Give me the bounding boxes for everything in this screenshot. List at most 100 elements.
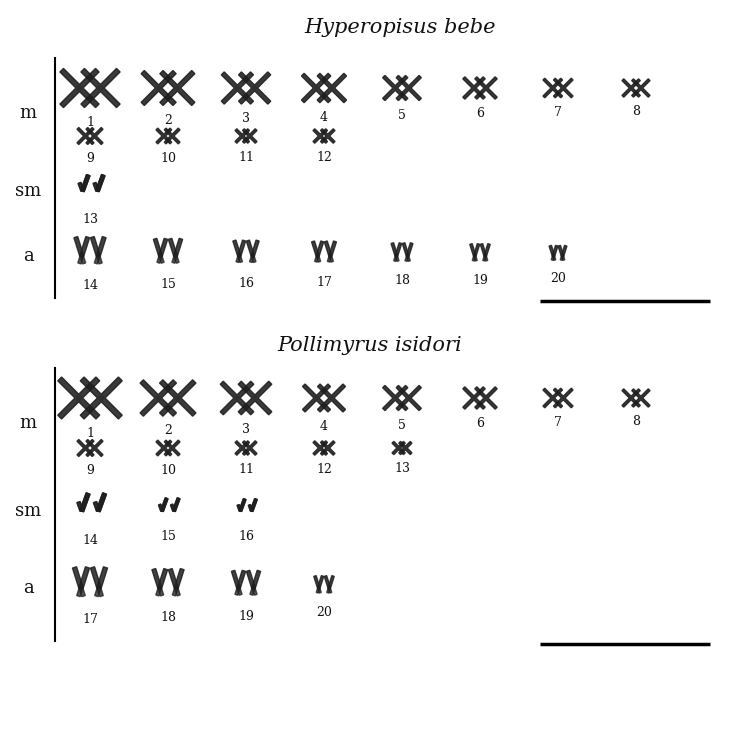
Polygon shape: [96, 175, 105, 192]
Polygon shape: [241, 135, 249, 143]
Polygon shape: [94, 439, 103, 449]
Polygon shape: [176, 70, 195, 90]
Polygon shape: [407, 386, 421, 399]
Polygon shape: [318, 575, 324, 588]
Polygon shape: [383, 87, 396, 101]
Polygon shape: [327, 135, 335, 143]
Polygon shape: [395, 256, 399, 262]
Polygon shape: [327, 256, 332, 262]
Polygon shape: [250, 499, 257, 512]
Polygon shape: [243, 129, 251, 137]
Polygon shape: [78, 256, 83, 264]
Polygon shape: [78, 182, 84, 191]
Polygon shape: [394, 386, 407, 399]
Polygon shape: [317, 256, 321, 262]
Text: 1: 1: [86, 116, 94, 129]
Polygon shape: [80, 377, 103, 400]
Polygon shape: [57, 377, 81, 400]
Polygon shape: [175, 569, 184, 589]
Polygon shape: [398, 442, 405, 449]
Polygon shape: [404, 442, 412, 449]
Polygon shape: [622, 397, 632, 407]
Ellipse shape: [175, 395, 181, 401]
Polygon shape: [239, 72, 256, 89]
Polygon shape: [235, 587, 240, 595]
Polygon shape: [222, 86, 239, 104]
Text: 2: 2: [164, 113, 172, 126]
Text: 10: 10: [160, 152, 176, 165]
Polygon shape: [85, 439, 94, 449]
Polygon shape: [316, 241, 324, 256]
Polygon shape: [237, 504, 241, 511]
Polygon shape: [164, 440, 173, 449]
Text: 2: 2: [164, 424, 172, 437]
Polygon shape: [164, 128, 173, 137]
Text: 19: 19: [238, 610, 254, 623]
Text: 3: 3: [242, 423, 250, 435]
Text: 16: 16: [238, 529, 254, 543]
Polygon shape: [78, 182, 84, 191]
Polygon shape: [248, 504, 253, 511]
Text: 11: 11: [238, 151, 254, 164]
Text: 12: 12: [316, 151, 332, 164]
Polygon shape: [302, 397, 318, 412]
Polygon shape: [475, 387, 487, 399]
Polygon shape: [97, 567, 107, 589]
Polygon shape: [96, 175, 105, 192]
Polygon shape: [85, 128, 94, 137]
Polygon shape: [321, 135, 329, 143]
Polygon shape: [622, 87, 632, 98]
Polygon shape: [156, 447, 165, 456]
Text: 9: 9: [86, 464, 94, 477]
Polygon shape: [560, 256, 563, 260]
Polygon shape: [239, 499, 246, 512]
Polygon shape: [233, 240, 241, 256]
Text: 20: 20: [316, 606, 332, 619]
Polygon shape: [321, 447, 329, 455]
Polygon shape: [78, 86, 99, 107]
Polygon shape: [543, 397, 553, 407]
Polygon shape: [552, 388, 562, 399]
Polygon shape: [473, 387, 485, 399]
Polygon shape: [394, 76, 407, 89]
Polygon shape: [383, 76, 396, 89]
Polygon shape: [314, 575, 320, 588]
Ellipse shape: [162, 446, 166, 450]
Polygon shape: [176, 380, 196, 400]
Polygon shape: [553, 397, 564, 407]
Polygon shape: [80, 493, 90, 512]
Polygon shape: [327, 587, 330, 593]
Polygon shape: [313, 447, 321, 455]
Polygon shape: [238, 256, 243, 262]
Polygon shape: [562, 256, 565, 260]
Text: 12: 12: [316, 463, 332, 476]
Text: sm: sm: [15, 502, 41, 520]
Polygon shape: [239, 86, 256, 104]
Polygon shape: [237, 504, 241, 511]
Ellipse shape: [484, 86, 488, 90]
Polygon shape: [171, 504, 175, 511]
Polygon shape: [480, 243, 486, 256]
Polygon shape: [631, 389, 640, 399]
Ellipse shape: [98, 394, 105, 401]
Polygon shape: [160, 70, 179, 90]
Polygon shape: [316, 587, 320, 593]
Text: 17: 17: [82, 613, 98, 626]
Polygon shape: [543, 87, 553, 98]
Polygon shape: [241, 447, 249, 455]
Polygon shape: [172, 128, 180, 137]
Polygon shape: [152, 569, 162, 589]
Polygon shape: [552, 87, 562, 98]
Text: 4: 4: [320, 420, 328, 433]
Ellipse shape: [252, 85, 258, 91]
Polygon shape: [159, 238, 168, 256]
Polygon shape: [235, 396, 254, 415]
Ellipse shape: [404, 446, 407, 450]
Ellipse shape: [240, 135, 244, 138]
Polygon shape: [156, 440, 165, 449]
Polygon shape: [398, 442, 406, 449]
Polygon shape: [159, 504, 163, 511]
Polygon shape: [463, 87, 475, 99]
Ellipse shape: [252, 395, 258, 401]
Polygon shape: [463, 77, 475, 89]
